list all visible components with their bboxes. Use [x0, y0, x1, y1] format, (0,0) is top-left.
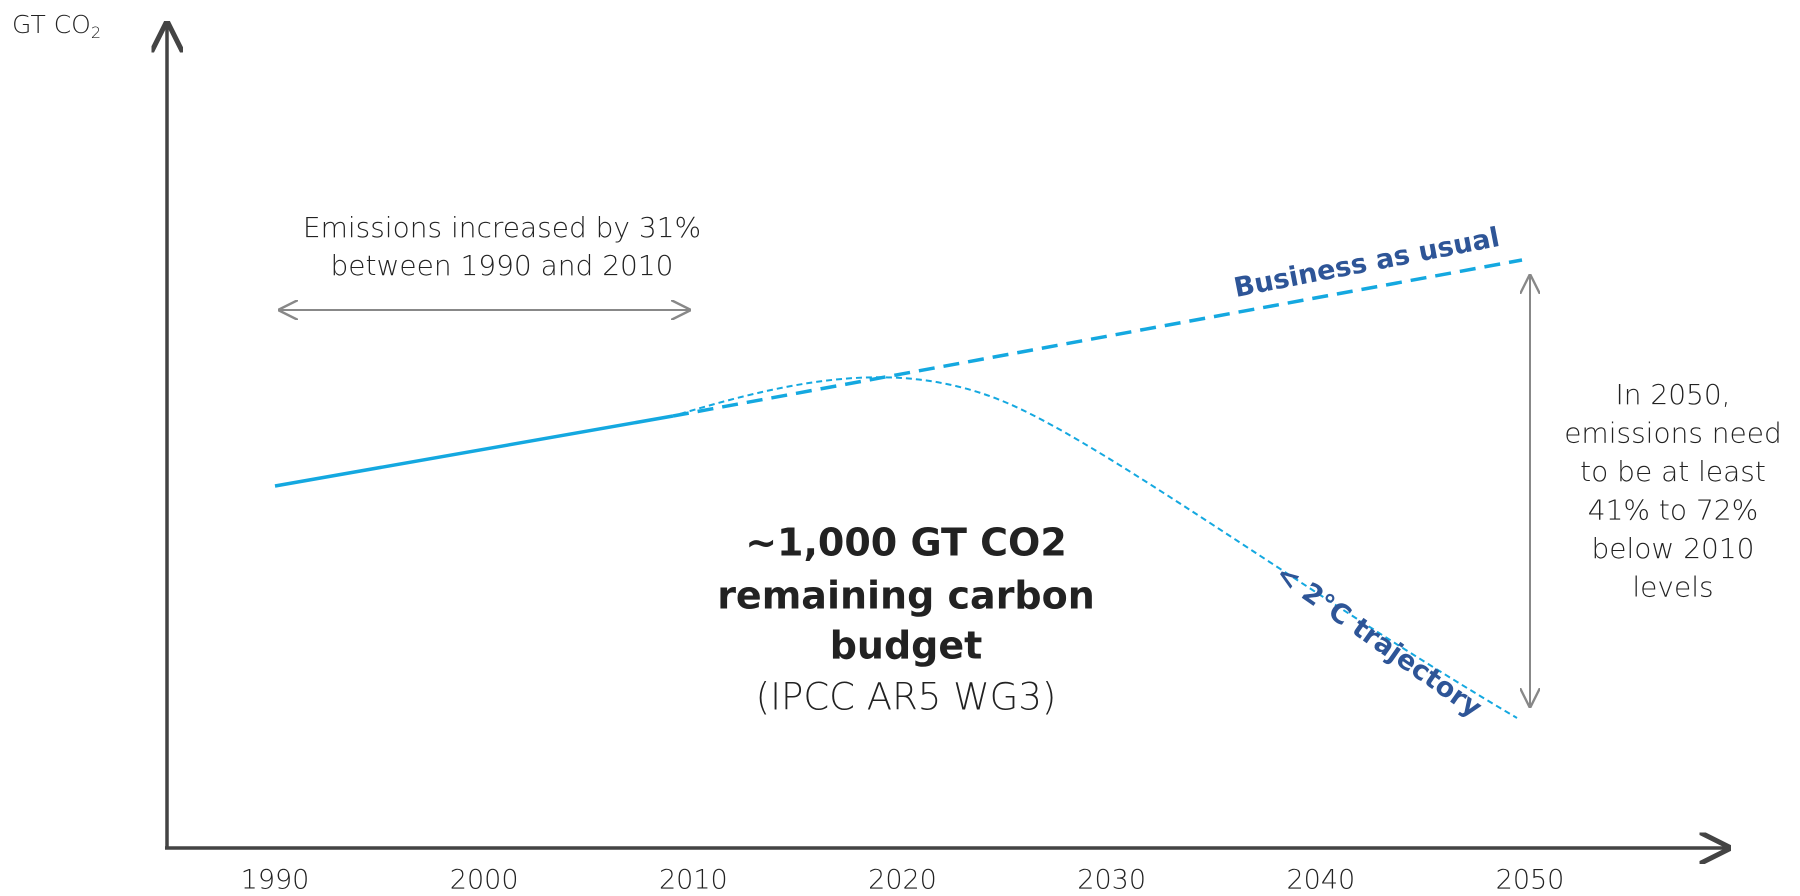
annotation: between 1990 and 2010: [331, 249, 674, 282]
x-tick-label: 2010: [659, 865, 728, 896]
x-tick-label: 2000: [450, 865, 519, 896]
annotation-group: In 2050, emissions need to be at least 41% …: [1564, 378, 1782, 604]
annotation: budget: [830, 624, 983, 668]
y-axis-label: GT CO2: [12, 10, 101, 42]
trajectory-line: [679, 376, 1518, 719]
x-ticks: 1990 2000 2010 2020 2030 2040 2050: [241, 865, 1565, 896]
annotation: emissions need: [1564, 417, 1782, 450]
annotation: Emissions increased by 31%: [303, 211, 701, 244]
annotation: (IPCC AR5 WG3): [756, 676, 1057, 719]
annotation: below 2010: [1592, 532, 1755, 565]
annotation: In 2050,: [1615, 378, 1730, 411]
x-tick-label: 2020: [868, 865, 937, 896]
annotation: 41% to 72%: [1588, 494, 1758, 527]
x-tick-label: 1990: [241, 865, 310, 896]
annotation: ~1,000 GT CO2: [745, 521, 1067, 565]
x-tick-label: 2030: [1077, 865, 1146, 896]
x-tick-label: 2040: [1286, 865, 1355, 896]
business-line: [672, 258, 1523, 418]
historical-line: [274, 414, 674, 488]
x-tick-label: 2050: [1496, 865, 1565, 896]
annotation: remaining carbon: [717, 574, 1095, 618]
annotation: to be at least: [1580, 455, 1766, 488]
series-label: Business as usual: [1231, 222, 1502, 304]
annotation: levels: [1632, 571, 1713, 604]
series-label: < 2°C trajectory: [1270, 559, 1488, 725]
